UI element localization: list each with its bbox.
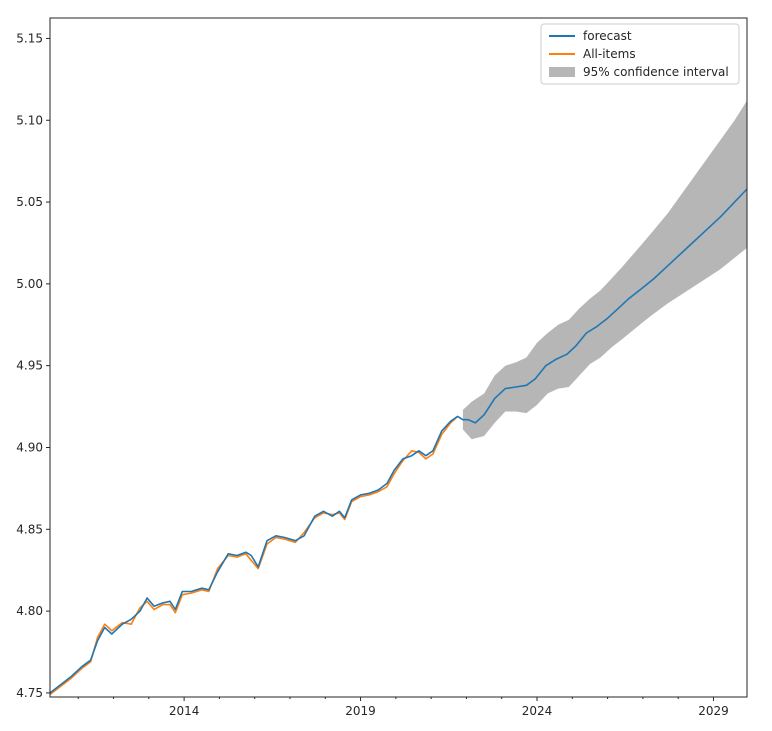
series-line-forecast [49,188,748,694]
x-tick-label: 2019 [345,704,376,718]
y-tick-label: 4.90 [16,440,43,454]
y-tick-label: 5.00 [16,277,43,291]
y-tick-label: 5.05 [16,195,43,209]
x-tick-label: 2014 [169,704,200,718]
y-tick-label: 5.15 [16,31,43,45]
x-tick-label: 2029 [698,704,729,718]
confidence-interval-band [462,100,747,440]
y-tick-label: 4.80 [16,604,43,618]
legend: forecast All-items 95% confidence interval [540,23,740,85]
y-tick-label: 4.75 [16,686,43,700]
legend-swatch-95-confidence-interval [549,67,575,77]
axes-frame [49,17,748,698]
legend-label-all-items: All-items [583,47,636,61]
legend-box [540,23,740,85]
legend-label-forecast: forecast [583,29,632,43]
legend-label-95-confidence-interval: 95% confidence interval [583,65,729,79]
axis-ticks: 4.75 4.80 4.85 4.90 4.95 5.00 5.05 5.10 5.15 2014… [16,31,728,718]
y-tick-label: 4.85 [16,522,43,536]
x-tick-label: 2024 [522,704,553,718]
plot-area [49,100,748,696]
y-tick-label: 4.95 [16,359,43,373]
y-tick-label: 5.10 [16,113,43,127]
